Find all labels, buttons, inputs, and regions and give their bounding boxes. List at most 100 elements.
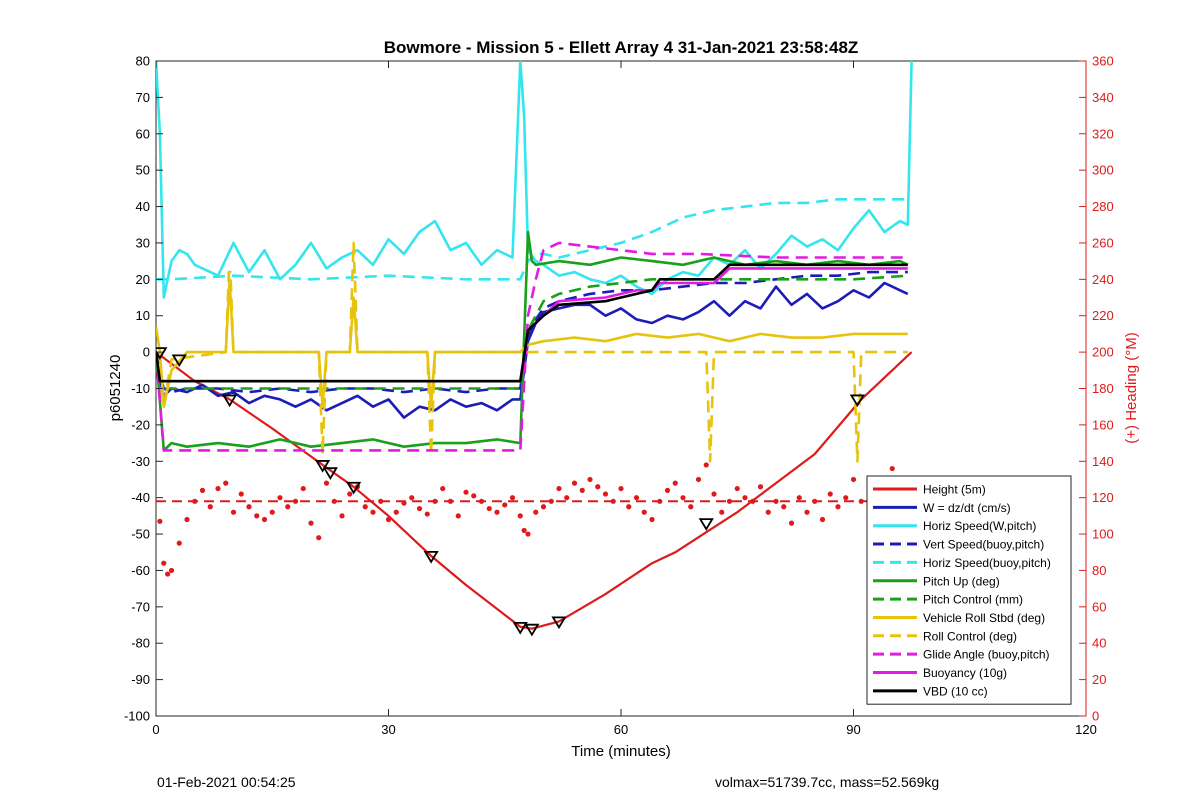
y-tick-label-11: 10: [136, 308, 150, 323]
heading-point-62: [618, 485, 624, 492]
y2-tick-label-10: 200: [1092, 345, 1114, 360]
heading-point-88: [819, 516, 826, 523]
heading-point-36: [424, 511, 430, 517]
heading-point-12: [238, 491, 244, 497]
heading-point-57: [579, 487, 585, 493]
y2-tick-label-12: 240: [1092, 272, 1114, 287]
heading-point-86: [804, 509, 810, 515]
heading-point-76: [726, 498, 733, 504]
height-marker-0: [156, 347, 168, 360]
heading-point-0: [157, 518, 163, 524]
legend-label-9: Glide Angle (buoy,pitch): [923, 648, 1050, 662]
heading-point-9: [215, 485, 221, 492]
heading-point-21: [308, 520, 314, 526]
x-tick-label-2: 60: [614, 722, 628, 737]
legend-label-0: Height (5m): [923, 483, 986, 497]
y2-axis-label: (+) Heading (°M): [1123, 332, 1140, 443]
y2-tick-label-9: 180: [1092, 381, 1114, 396]
y2-tick-label-11: 220: [1092, 308, 1114, 323]
heading-point-84: [788, 520, 795, 526]
heading-point-54: [556, 485, 562, 492]
heading-point-22: [316, 535, 322, 541]
heading-point-44: [486, 505, 492, 512]
heading-point-52: [540, 504, 547, 510]
heading-point-80: [757, 484, 764, 490]
heading-point-81: [765, 509, 771, 515]
y-tick-label-17: 70: [136, 90, 150, 105]
series-line-5: [156, 230, 909, 452]
legend-label-6: Pitch Control (mm): [923, 593, 1023, 607]
heading-point-25: [339, 513, 345, 519]
height-marker-3: [315, 460, 331, 473]
series-line-6: [156, 274, 908, 390]
y2-tick-label-17: 340: [1092, 90, 1114, 105]
footer-timestamp: 01-Feb-2021 00:54:25: [157, 774, 296, 790]
heading-point-17: [277, 495, 283, 501]
heading-point-45: [494, 509, 500, 515]
heading-point-32: [393, 509, 399, 515]
heading-point-77: [734, 485, 740, 492]
heading-point-93: [858, 498, 864, 504]
heading-point-16: [269, 509, 275, 515]
height-marker-2: [222, 394, 238, 408]
y-tick-label-5: -50: [131, 527, 150, 542]
series-line-9: [156, 241, 908, 452]
heading-point-39: [447, 498, 454, 504]
y-tick-label-8: -20: [131, 417, 150, 432]
y-tick-label-3: -70: [131, 599, 150, 614]
legend: Height (5m) W = dz/dt (cm/s) Horiz Speed(W…: [866, 475, 1072, 705]
heading-point-30: [378, 498, 384, 504]
heading-point-65: [641, 509, 647, 515]
heading-point-19: [292, 498, 299, 504]
heading-point-60: [602, 491, 609, 497]
y2-tick-label-15: 300: [1092, 163, 1114, 178]
height-marker-11: [849, 394, 865, 408]
x-tick-label-0: 0: [152, 722, 159, 737]
heading-point-23: [323, 480, 330, 486]
heading-point-15: [261, 516, 268, 523]
series-line-4: [156, 198, 908, 281]
y2-tick-label-18: 360: [1092, 54, 1114, 69]
heading-point-35: [416, 505, 423, 512]
legend-label-4: Horiz Speed(buoy,pitch): [923, 556, 1051, 570]
heading-point-83: [781, 504, 787, 510]
heading-point-61: [610, 498, 616, 504]
heading-point-92: [850, 476, 857, 483]
heading-point-72: [695, 476, 702, 483]
series-line-0: [156, 351, 913, 630]
legend-box: [866, 475, 1072, 705]
heading-point-63: [626, 504, 632, 510]
heading-point-55: [564, 495, 570, 501]
y-tick-label-9: -10: [131, 381, 150, 396]
height-marker-5: [346, 481, 362, 495]
heading-point-11: [230, 509, 237, 515]
heading-point-78: [742, 495, 748, 501]
height-marker-4: [322, 467, 338, 480]
heading-point-13: [246, 504, 252, 510]
y2-tick-label-4: 80: [1092, 563, 1106, 578]
heading-point-68: [664, 487, 671, 493]
heading-point-1: [161, 560, 167, 566]
y2-tick-label-0: 0: [1092, 709, 1099, 724]
heading-point-43: [478, 498, 485, 504]
y-tick-label-7: -30: [131, 454, 150, 469]
heading-point-37: [432, 498, 438, 504]
y-tick-label-16: 60: [136, 126, 150, 141]
heading-point-24: [331, 498, 337, 504]
heading-point-69: [672, 480, 678, 486]
heading-point-29: [370, 509, 376, 515]
legend-label-10: Buoyancy (10g): [923, 666, 1007, 680]
y2-tick-label-6: 120: [1092, 490, 1114, 505]
height-marker-1: [171, 354, 187, 368]
y2-tick-label-1: 20: [1092, 672, 1106, 687]
y2-tick-label-3: 60: [1092, 599, 1106, 614]
heading-point-70: [680, 495, 686, 501]
heading-point-41: [463, 489, 469, 495]
heading-point-49: [521, 527, 527, 534]
y2-tick-label-13: 260: [1092, 235, 1114, 250]
chart-title: Bowmore - Mission 5 - Ellett Array 4 31-…: [384, 38, 859, 57]
y-tick-label-1: -90: [131, 672, 150, 687]
heading-point-20: [300, 485, 306, 492]
legend-label-1: W = dz/dt (cm/s): [923, 501, 1011, 515]
heading-point-14: [254, 513, 260, 519]
